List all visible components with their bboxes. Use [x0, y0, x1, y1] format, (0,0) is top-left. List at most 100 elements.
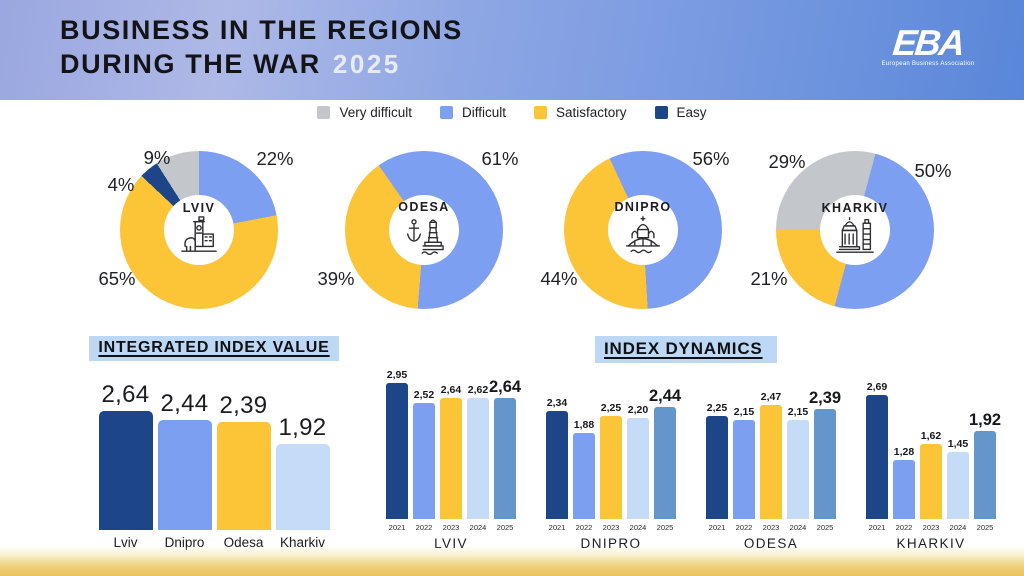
bar [787, 420, 809, 519]
year-label: 2023 [442, 523, 460, 532]
donut-percent-label: 44% [540, 268, 578, 289]
year-label: 2025 [496, 523, 514, 532]
bar [98, 411, 153, 530]
year-label: 2021 [388, 523, 406, 532]
kharkiv-building-icon [834, 216, 876, 259]
dynamics-bar-column: 1,45 [947, 438, 969, 519]
bar [627, 417, 649, 519]
bar-value-label: 2,34 [546, 397, 568, 410]
bar [546, 411, 568, 519]
bar [157, 420, 212, 530]
legend-label: Difficult [461, 105, 506, 120]
donut-percent-label: 65% [98, 268, 136, 289]
year-label: 2024 [629, 523, 647, 532]
bar [974, 430, 996, 519]
dynamics-chart-kharkiv: 2,69 1,28 1,62 1,45 1,92 2021 2022 2023 2024 2025… [866, 363, 1001, 551]
donut-chart-kharkiv: KHARKIV 50% 21% 29% [740, 135, 970, 330]
dynamics-years: 2021 2022 2023 2024 2025 [386, 523, 516, 532]
year-label: 2025 [656, 523, 674, 532]
legend-label: Very difficult [339, 105, 412, 120]
year-label: 2025 [976, 523, 994, 532]
donut-percent-label: 29% [768, 151, 806, 172]
bar-value-label: 2,15 [787, 406, 809, 419]
bar-value-label: 1,45 [947, 438, 969, 451]
legend-item-satisfactory: Satisfactory [534, 105, 627, 120]
dynamics-bar-column: 1,28 [893, 446, 915, 519]
donut-center: DNIPRO [608, 195, 678, 265]
bar [413, 403, 435, 519]
donut-chart-lviv: LVIV 22% 65% 4% 9% [84, 135, 314, 330]
bar-value-label: 2,20 [627, 403, 649, 416]
donut-city-label: ODESA [398, 200, 450, 214]
footer-fade [0, 546, 1024, 556]
dynamics-bar-column: 2,15 [733, 406, 755, 519]
bar [386, 383, 408, 519]
legend-swatch [317, 106, 331, 119]
bar-value-label: 2,64 [440, 383, 462, 396]
legend-swatch [654, 106, 668, 119]
year-label: 2024 [469, 523, 487, 532]
year-label: 2023 [602, 523, 620, 532]
bar [814, 409, 836, 519]
bar-value-label: 2,52 [413, 389, 435, 402]
dynamics-bars: 2,69 1,28 1,62 1,45 1,92 [866, 363, 1001, 519]
dynamics-bar-column: 2,47 [760, 391, 782, 519]
year-label: 2022 [735, 523, 753, 532]
integrated-bar-column-lviv: 2,64 [98, 381, 153, 530]
bar [760, 405, 782, 519]
bar [440, 397, 462, 519]
legend-item-difficult: Difficult [439, 105, 506, 120]
integrated-bar-column-odesa: 2,39 [216, 392, 271, 530]
integrated-bar-column-dnipro: 2,44 [157, 390, 212, 530]
bar-value-label: 2,39 [808, 389, 842, 408]
donut-chart-odesa: ODESA 61% 39% [309, 135, 539, 330]
bar-value-label: 2,39 [219, 392, 268, 420]
bar-value-label: 1,92 [278, 413, 327, 441]
dynamics-years: 2021 2022 2023 2024 2025 [866, 523, 996, 532]
lviv-landmark-icon [178, 216, 220, 259]
header-banner: BUSINESS IN THE REGIONS DURING THE WAR 20… [0, 0, 1024, 100]
dynamics-bar-column: 2,62 [467, 384, 489, 519]
legend-label: Easy [676, 105, 707, 120]
dynamics-bar-column: 2,95 [386, 369, 408, 519]
bar-value-label: 2,64 [488, 377, 522, 396]
bar [467, 398, 489, 519]
bar-value-label: 2,69 [866, 381, 888, 394]
bar-value-label: 1,28 [893, 446, 915, 459]
donut-percent-label: 61% [481, 148, 519, 169]
footer-band [0, 556, 1024, 576]
bar-value-label: 1,92 [968, 410, 1002, 429]
donut-percent-label: 50% [914, 160, 952, 181]
donut-percent-label: 21% [750, 268, 788, 289]
donut-percent-label: 9% [143, 147, 171, 168]
bar-value-label: 2,44 [160, 390, 209, 418]
odesa-lighthouse-icon [403, 215, 445, 260]
title-line-2: DURING THE WAR 2025 [60, 47, 463, 81]
donut-center: LVIV [164, 195, 234, 265]
integrated-index-bars: 2,64 2,44 2,39 1,92 [88, 361, 340, 530]
year-label: 2024 [789, 523, 807, 532]
dynamics-bar-column: 2,20 [627, 404, 649, 519]
dynamics-bar-column: 2,64 [440, 384, 462, 519]
legend-swatch [439, 106, 453, 119]
bar-value-label: 2,64 [101, 381, 150, 409]
bar [733, 420, 755, 519]
index-dynamics-charts: 2,95 2,52 2,64 2,62 2,64 2021 2022 2023 2024 2025… [386, 363, 1001, 551]
year-label: 2021 [708, 523, 726, 532]
bar-value-label: 2,62 [467, 384, 489, 397]
integrated-index-title: INTEGRATED INDEX VALUE [89, 336, 339, 361]
bar-value-label: 2,44 [648, 386, 682, 405]
dynamics-chart-dnipro: 2,34 1,88 2,25 2,20 2,44 2021 2022 2023 2024 2025… [546, 363, 681, 551]
donut-center: KHARKIV [820, 195, 890, 265]
bar-value-label: 2,25 [600, 401, 622, 414]
dnipro-cathedral-icon [622, 215, 664, 260]
donut-center: ODESA [389, 195, 459, 265]
donut-percent-label: 22% [256, 148, 294, 169]
bar-value-label: 2,15 [733, 406, 755, 419]
bar [920, 444, 942, 519]
year-label: 2021 [868, 523, 886, 532]
bar [216, 422, 271, 530]
bar [893, 460, 915, 519]
legend-label: Satisfactory [556, 105, 627, 120]
dynamics-bar-column: 2,64 [489, 378, 521, 519]
